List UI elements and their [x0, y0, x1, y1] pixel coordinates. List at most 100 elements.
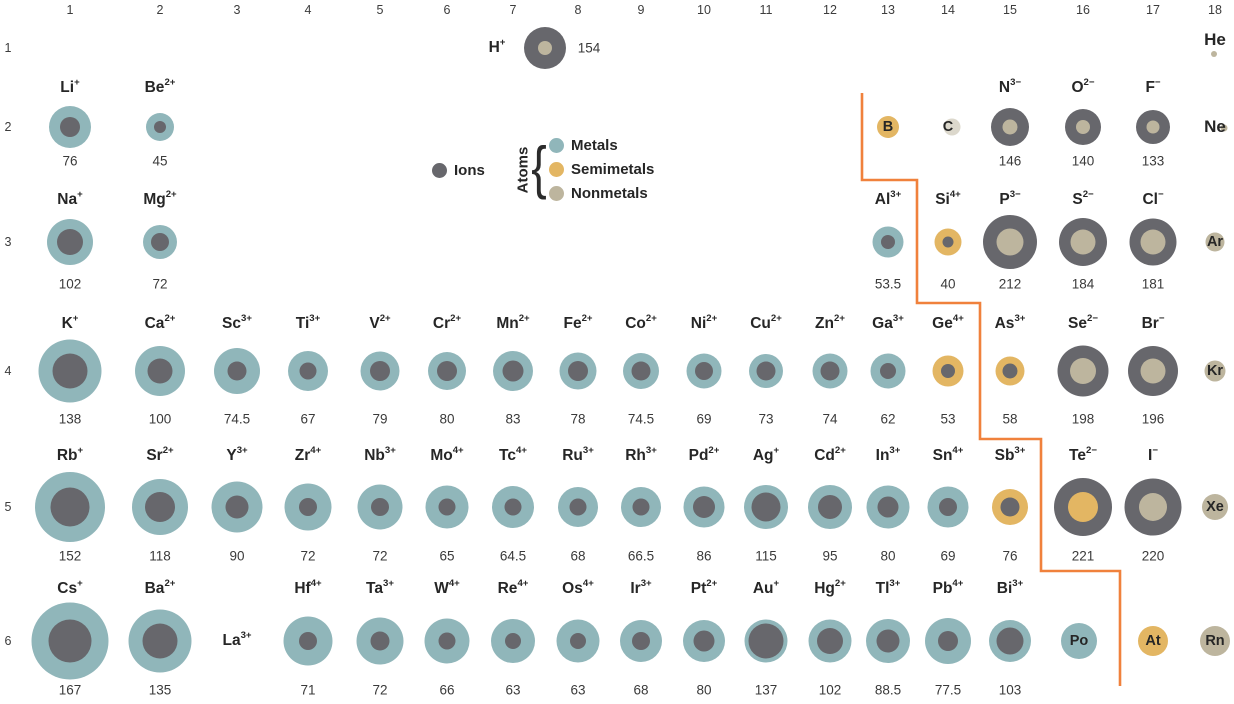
- atom-circle-br: [1140, 358, 1166, 384]
- group-label-9: 9: [637, 3, 645, 17]
- metal-color-dot: [549, 138, 564, 153]
- ion-label-fe: Fe2+: [563, 312, 593, 332]
- ion-circle-co: [631, 361, 651, 381]
- ion-circle-ca: [147, 358, 173, 384]
- ion-label-in: In3+: [875, 444, 901, 464]
- ion-circle-re: [505, 633, 521, 649]
- group-label-15: 15: [1003, 3, 1017, 17]
- period-label-4: 4: [4, 364, 12, 378]
- group-label-6: 6: [443, 3, 451, 17]
- ion-label-v: V2+: [369, 312, 391, 332]
- legend-brace: {: [531, 135, 547, 201]
- group-label-14: 14: [941, 3, 955, 17]
- group-label-8: 8: [574, 3, 582, 17]
- radius-value-h: 154: [577, 40, 601, 56]
- ion-label-mo: Mo4+: [430, 444, 464, 464]
- atom-circle-xe: [1202, 494, 1228, 520]
- atom-symbol-ar: Ar: [1206, 234, 1224, 250]
- ion-label-tl: Tl3+: [875, 577, 901, 597]
- period-label-6: 6: [4, 634, 12, 648]
- ion-label-os: Os4+: [562, 577, 594, 597]
- ion-label-sr: Sr2+: [146, 444, 174, 464]
- atom-circle-ar: [1205, 232, 1225, 252]
- ion-circle-os: [570, 633, 586, 649]
- ion-label-te: Te2−: [1069, 444, 1097, 464]
- ion-label-ti: Ti3+: [295, 312, 321, 332]
- radius-value-cu: 73: [758, 411, 774, 427]
- ion-label-ru: Ru3+: [562, 444, 594, 464]
- ion-label-hg: Hg2+: [814, 577, 846, 597]
- radius-value-ba: 135: [148, 682, 172, 698]
- radius-value-ga: 62: [880, 411, 896, 427]
- ion-circle-w: [438, 632, 456, 650]
- group-label-17: 17: [1146, 3, 1160, 17]
- atom-circle-n: [1002, 119, 1018, 135]
- ion-circle-mn: [502, 360, 524, 382]
- ion-label-ir: Ir3+: [630, 577, 652, 597]
- period-label-5: 5: [4, 500, 12, 514]
- ion-circle-rb: [50, 487, 90, 527]
- ion-circle-zr: [299, 498, 317, 516]
- ion-label-n: N3−: [998, 76, 1022, 96]
- radius-value-tl: 88.5: [874, 682, 902, 698]
- ion-circle-sn: [939, 498, 957, 516]
- atom-symbol-xe: Xe: [1206, 499, 1224, 515]
- radius-value-tc: 64.5: [499, 548, 527, 564]
- ion-label-h: H+: [488, 36, 506, 56]
- ion-label-cu: Cu2+: [750, 312, 782, 332]
- radius-value-ir: 68: [633, 682, 649, 698]
- ion-label-be: Be2+: [144, 76, 176, 96]
- ion-circle-ti: [299, 362, 317, 380]
- radius-value-pt: 80: [696, 682, 712, 698]
- ion-label-pt: Pt2+: [690, 577, 718, 597]
- ion-circle-na: [57, 229, 83, 255]
- ion-label-la: La3+: [222, 629, 252, 649]
- ion-circle-zn: [820, 361, 840, 381]
- atom-circle-s: [1070, 229, 1096, 255]
- radius-value-v: 79: [372, 411, 388, 427]
- radius-value-se: 198: [1071, 411, 1095, 427]
- group-label-11: 11: [759, 3, 773, 17]
- radius-value-al: 53.5: [874, 276, 902, 292]
- ion-label-pb: Pb4+: [932, 577, 964, 597]
- ion-circle-pt: [693, 630, 715, 652]
- ion-label-au: Au+: [752, 577, 780, 597]
- atom-circle-cl: [1140, 229, 1166, 255]
- radius-value-sr: 118: [149, 548, 171, 564]
- radius-value-bi: 103: [998, 682, 1022, 698]
- radius-value-co: 74.5: [627, 411, 655, 427]
- ion-circle-y: [225, 495, 249, 519]
- ion-label-tc: Tc4+: [499, 444, 527, 464]
- ion-circle-cr: [437, 361, 457, 381]
- group-label-2: 2: [156, 3, 164, 17]
- ion-circle-ir: [632, 632, 650, 650]
- ion-label-as: As3+: [994, 312, 1026, 332]
- radius-value-y: 90: [229, 548, 245, 564]
- ion-label-rh: Rh3+: [625, 444, 657, 464]
- atom-circle-f: [1146, 120, 1160, 134]
- period-label-3: 3: [4, 235, 12, 249]
- ion-circle-tc: [504, 498, 522, 516]
- legend-item-label: Nonmetals: [571, 185, 648, 202]
- radius-value-mn: 83: [505, 411, 521, 427]
- atom-circle-h: [538, 41, 552, 55]
- ion-label-f: F−: [1145, 76, 1161, 96]
- atom-circle-o: [1076, 120, 1090, 134]
- ion-circle-fe: [568, 361, 588, 381]
- radius-value-li: 76: [62, 153, 78, 169]
- group-label-13: 13: [881, 3, 895, 17]
- ion-circle-bi: [996, 627, 1024, 655]
- legend-ions: Ions: [432, 162, 485, 179]
- radius-value-in: 80: [880, 548, 896, 564]
- atom-symbol-b: B: [882, 119, 894, 135]
- atom-symbol-kr: Kr: [1206, 363, 1224, 379]
- ion-label-cd: Cd2+: [814, 444, 846, 464]
- radius-value-be: 45: [152, 153, 168, 169]
- radius-value-hf: 71: [300, 682, 316, 698]
- radius-value-i: 220: [1141, 548, 1165, 564]
- legend-item-semimetals: Semimetals: [549, 161, 654, 178]
- group-label-4: 4: [304, 3, 312, 17]
- legend-atoms-label: Atoms: [514, 146, 532, 194]
- ion-circle-al: [881, 235, 895, 249]
